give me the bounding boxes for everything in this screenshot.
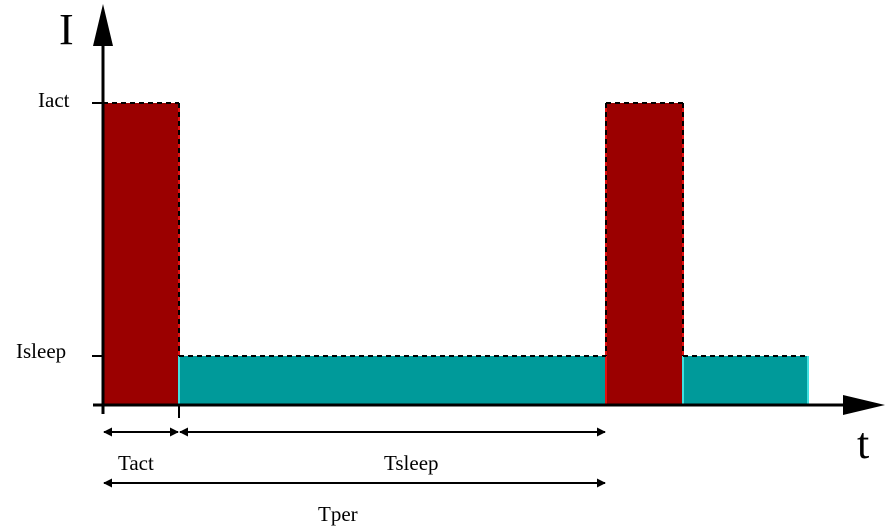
tact-label: Tact bbox=[118, 451, 154, 475]
active-pulse-1 bbox=[103, 103, 179, 405]
sleep-period-1 bbox=[179, 356, 606, 405]
y-axis-arrowhead bbox=[93, 4, 113, 46]
dashed-outlines bbox=[103, 102, 808, 357]
x-axis-arrowhead bbox=[843, 395, 885, 415]
tsleep-label: Tsleep bbox=[384, 451, 439, 475]
isleep-label: Isleep bbox=[16, 339, 66, 363]
iact-label: Iact bbox=[38, 88, 70, 112]
tper-label: Tper bbox=[318, 502, 358, 526]
sleep-period-2 bbox=[683, 356, 808, 405]
x-axis-label: t bbox=[857, 419, 869, 468]
active-pulse-2 bbox=[606, 103, 683, 405]
y-axis-label: I bbox=[59, 5, 74, 54]
